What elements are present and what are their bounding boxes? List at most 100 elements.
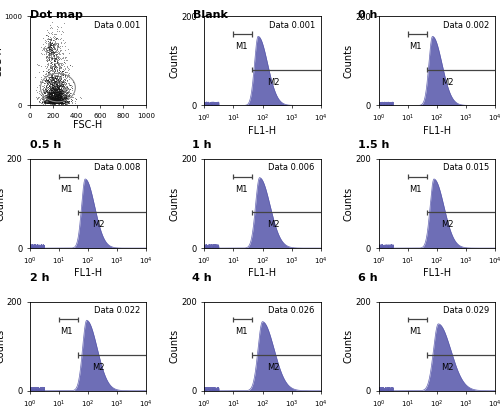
Point — [55, 94, 63, 100]
Point — [54, 41, 62, 47]
Point — [51, 98, 59, 105]
Point — [55, 66, 63, 73]
Point — [56, 98, 64, 105]
Point — [62, 80, 70, 86]
Point — [45, 91, 53, 98]
Point — [56, 92, 64, 99]
Point — [58, 90, 66, 96]
Point — [61, 98, 69, 105]
Point — [48, 85, 56, 92]
Point — [72, 99, 80, 106]
Point — [58, 94, 66, 101]
Point — [50, 98, 58, 104]
Point — [58, 97, 66, 104]
Point — [60, 83, 68, 90]
Point — [51, 100, 59, 107]
Point — [50, 99, 58, 105]
Point — [52, 34, 60, 41]
Point — [50, 41, 58, 48]
Point — [50, 42, 58, 48]
Point — [47, 86, 55, 92]
Point — [34, 95, 42, 101]
Point — [38, 78, 46, 85]
Point — [48, 92, 56, 98]
Point — [51, 96, 59, 102]
Point — [52, 92, 60, 99]
Point — [58, 98, 66, 105]
Point — [52, 86, 60, 92]
Point — [50, 98, 58, 105]
Point — [48, 64, 56, 70]
Point — [51, 89, 59, 95]
Point — [48, 84, 56, 90]
Point — [64, 98, 72, 104]
Point — [42, 51, 50, 58]
Point — [56, 88, 64, 94]
Point — [50, 97, 58, 103]
Point — [46, 96, 54, 103]
Point — [52, 92, 60, 98]
Point — [67, 83, 75, 90]
Point — [56, 70, 64, 76]
Point — [46, 98, 54, 105]
Point — [42, 99, 50, 105]
Point — [56, 90, 64, 96]
Point — [56, 98, 64, 104]
Point — [57, 94, 65, 100]
Point — [42, 94, 50, 100]
Point — [41, 77, 49, 83]
Point — [48, 72, 56, 79]
Point — [49, 71, 57, 77]
Point — [58, 98, 66, 104]
Point — [50, 97, 58, 103]
Point — [40, 99, 48, 105]
Point — [46, 100, 54, 106]
Point — [49, 81, 57, 87]
Point — [54, 101, 62, 107]
Point — [45, 93, 53, 100]
Point — [58, 92, 66, 99]
Point — [48, 97, 56, 104]
Point — [53, 67, 61, 73]
Point — [55, 85, 63, 92]
Point — [40, 99, 48, 105]
Point — [66, 86, 74, 92]
Point — [50, 96, 58, 103]
Point — [52, 96, 60, 103]
Point — [49, 87, 57, 94]
Point — [44, 81, 52, 87]
Point — [51, 96, 59, 103]
Point — [48, 83, 56, 90]
Point — [43, 71, 51, 78]
Point — [50, 100, 58, 106]
Point — [64, 94, 72, 101]
Point — [52, 76, 60, 83]
Point — [45, 96, 53, 103]
Point — [44, 100, 52, 106]
Point — [56, 99, 64, 106]
Point — [54, 98, 62, 104]
Point — [50, 96, 58, 103]
Point — [40, 86, 48, 92]
Point — [64, 98, 72, 105]
Point — [43, 44, 51, 50]
Point — [48, 96, 56, 103]
Point — [52, 85, 60, 92]
Point — [39, 87, 47, 93]
Point — [48, 39, 56, 46]
Point — [50, 81, 58, 88]
Point — [54, 91, 62, 98]
Point — [45, 46, 53, 53]
Point — [50, 34, 58, 41]
Point — [57, 93, 65, 99]
Point — [52, 55, 60, 62]
Point — [51, 87, 59, 93]
Point — [58, 94, 66, 101]
Point — [56, 97, 64, 103]
Point — [50, 97, 58, 104]
Point — [47, 46, 55, 53]
Point — [52, 39, 60, 46]
Point — [48, 99, 56, 105]
Point — [54, 90, 62, 96]
Point — [38, 96, 46, 102]
